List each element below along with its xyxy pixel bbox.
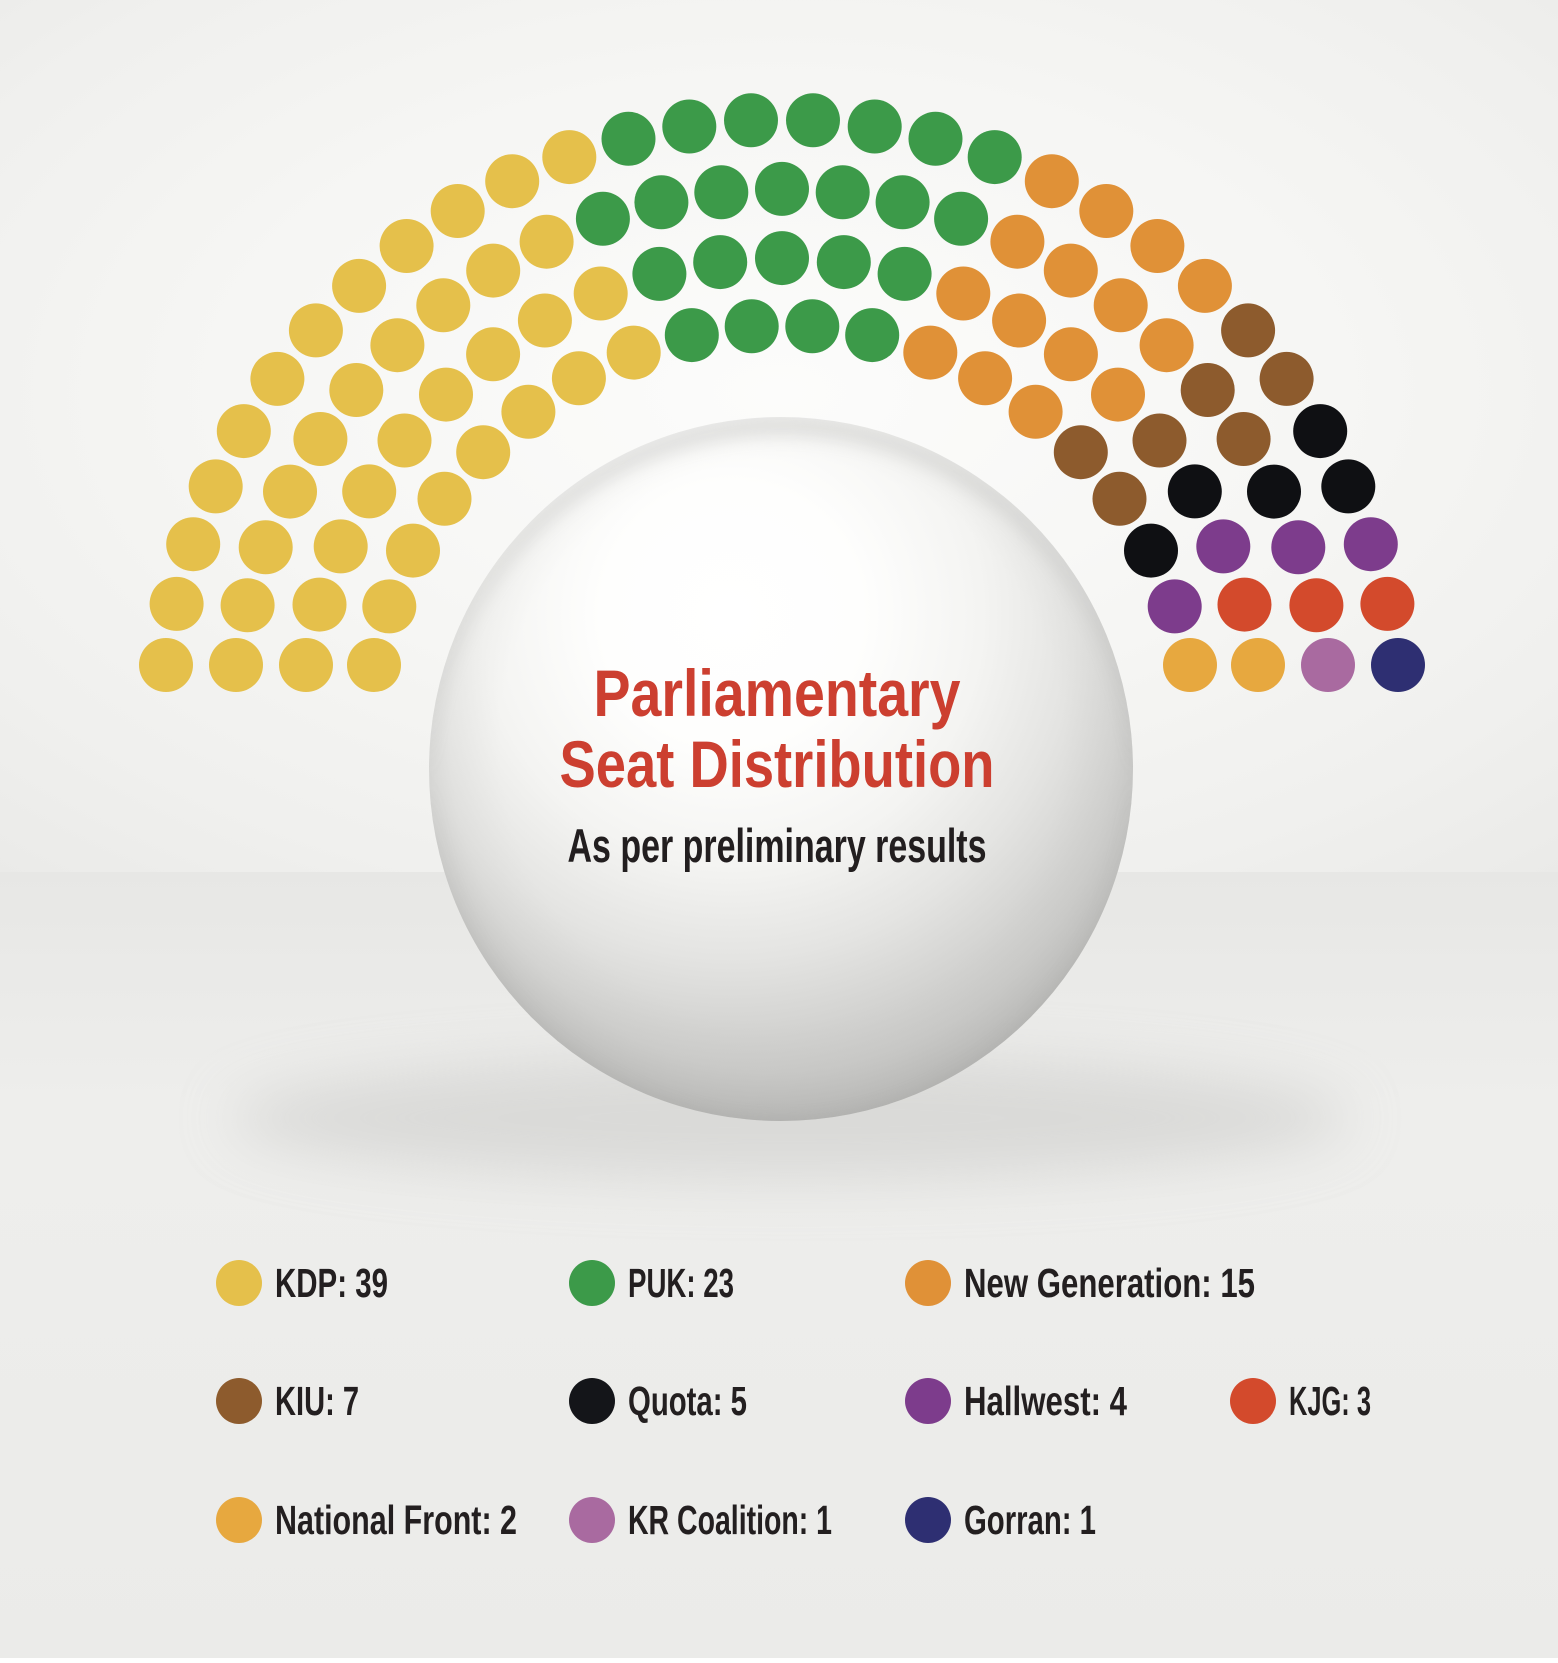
svg-text:Seat Distribution: Seat Distribution <box>560 727 995 801</box>
svg-text:Parliamentary: Parliamentary <box>594 656 961 730</box>
svg-text:As per preliminary results: As per preliminary results <box>568 819 987 872</box>
svg-text:KJG: 3: KJG: 3 <box>1289 1378 1371 1424</box>
svg-text:Quota: 5: Quota: 5 <box>628 1378 747 1424</box>
svg-text:New Generation: 15: New Generation: 15 <box>964 1260 1255 1306</box>
svg-text:KIU: 7: KIU: 7 <box>275 1378 359 1424</box>
svg-text:Hallwest: 4: Hallwest: 4 <box>964 1378 1127 1424</box>
svg-text:KDP: 39: KDP: 39 <box>275 1260 388 1306</box>
svg-text:KR Coalition: 1: KR Coalition: 1 <box>628 1497 832 1543</box>
svg-text:Gorran: 1: Gorran: 1 <box>964 1497 1096 1543</box>
svg-text:PUK: 23: PUK: 23 <box>628 1260 734 1306</box>
svg-text:National Front: 2: National Front: 2 <box>275 1497 517 1543</box>
